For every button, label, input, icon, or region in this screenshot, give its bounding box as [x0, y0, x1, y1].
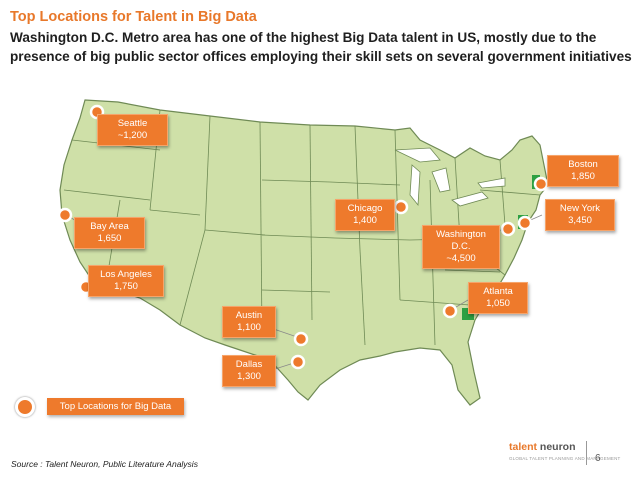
bay-area-label: Bay Area 1,650: [74, 217, 145, 249]
location-name: Bay Area: [90, 221, 129, 232]
seattle-label: Seattle ~1,200: [97, 114, 168, 146]
brand-name-part1: talent: [509, 441, 538, 453]
new-york-marker-icon: [517, 215, 533, 231]
washington-dc-label: Washington D.C. ~4,500: [422, 225, 500, 269]
brand-logo: talent neuron: [509, 441, 576, 453]
source-note: Source : Talent Neuron, Public Literatur…: [11, 459, 198, 469]
location-value: ~1,200: [117, 130, 148, 141]
atlanta-label: Atlanta 1,050: [468, 282, 528, 314]
austin-marker-icon: [293, 331, 309, 347]
page-number: 6: [595, 453, 601, 464]
dallas-label: Dallas 1,300: [222, 355, 276, 387]
bay-area-marker-icon: [57, 207, 73, 223]
boston-marker-icon: [533, 176, 549, 192]
boston-label: Boston 1,850: [547, 155, 619, 187]
location-name: Boston: [568, 159, 598, 170]
location-value: 1,400: [353, 215, 377, 226]
location-value: 3,450: [568, 215, 592, 226]
location-value: 1,300: [237, 371, 261, 382]
us-land: [59, 99, 549, 406]
location-value: ~4,500: [446, 253, 476, 264]
austin-label: Austin 1,100: [222, 306, 276, 338]
legend-label: Top Locations for Big Data: [47, 398, 184, 415]
new-york-label: New York 3,450: [545, 199, 615, 231]
legend-marker-icon: [15, 397, 35, 417]
location-name: Seattle: [117, 118, 148, 129]
location-name: Atlanta: [483, 286, 513, 297]
location-name: Chicago: [347, 203, 383, 214]
dallas-marker-icon: [290, 354, 306, 370]
location-value: 1,750: [114, 281, 138, 292]
location-name: New York: [559, 203, 601, 214]
chicago-marker-icon: [393, 199, 409, 215]
chicago-label: Chicago 1,400: [335, 199, 395, 231]
location-value: 1,100: [237, 322, 261, 333]
slide-title: Top Locations for Talent in Big Data: [10, 9, 257, 25]
location-name: Austin: [235, 310, 263, 321]
brand-name-part2: neuron: [537, 441, 576, 453]
location-value: 1,850: [571, 171, 595, 182]
los-angeles-label: Los Angeles 1,750: [88, 265, 164, 297]
location-name: Washington D.C.: [436, 229, 486, 252]
location-value: 1,050: [486, 298, 510, 309]
brand-tagline: GLOBAL TALENT PLANNING AND MANAGEMENT: [509, 456, 621, 461]
slide-headline: Washington D.C. Metro area has one of th…: [10, 30, 632, 64]
washington-dc-marker-icon: [500, 221, 516, 237]
location-name: Los Angeles: [100, 269, 152, 280]
location-value: 1,650: [97, 233, 122, 244]
footer-divider: [586, 441, 587, 465]
atlanta-marker-icon: [442, 303, 458, 319]
location-name: Dallas: [235, 359, 263, 370]
great-lakes: [394, 147, 506, 207]
